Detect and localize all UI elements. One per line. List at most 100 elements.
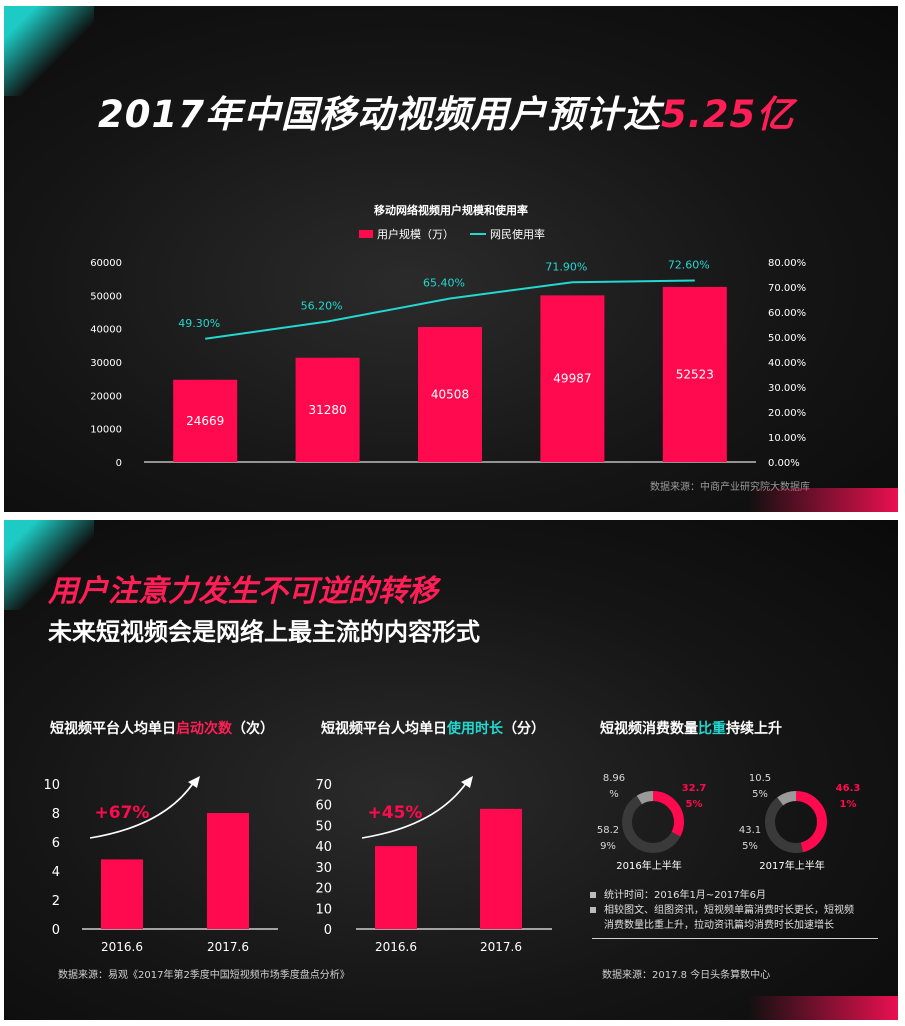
chart1-svg: 0 10000 20000 30000 40000 50000 60000 0.00% 10.0…: [90, 258, 806, 469]
line-value-label: 56.20%: [301, 300, 343, 313]
chart3-title-b: 使用时长: [447, 721, 503, 737]
bar: [540, 295, 605, 462]
legend-swatch-line: [470, 233, 486, 235]
bullet-icon: [590, 892, 596, 898]
line-value-label: 65.40%: [423, 277, 465, 290]
y2-tick-label: 0.00%: [768, 458, 800, 469]
legend-item-bars: 用户规模（万）: [359, 226, 454, 242]
growth-label: +45%: [368, 803, 423, 823]
notes-list: 统计时间：2016年1月~2017年6月 相较图文、组图资讯，短视频单篇消费时长…: [590, 888, 860, 933]
bar: [295, 357, 360, 462]
y-tick-label: 10000: [90, 425, 122, 436]
legend-label-line: 网民使用率: [490, 228, 545, 241]
donut-value-label: %: [609, 789, 619, 800]
bar-value-label: 49987: [553, 372, 591, 386]
chart1-legend: 用户规模（万） 网民使用率: [359, 226, 545, 242]
panel2-svg: 0 2 4 6 8 10 2016.6 2017.6 +67% 0 10 20 30 40 50 60 70 20…: [43, 773, 861, 954]
y-tick-label: 6: [52, 836, 60, 851]
donut-value-label: 9%: [600, 841, 616, 852]
y-tick-label: 60000: [90, 258, 122, 269]
bar: [375, 846, 417, 929]
donut-value-label: 43.1: [739, 825, 761, 836]
line-value-label: 72.60%: [668, 259, 710, 272]
bar-value-label: 24669: [186, 414, 224, 428]
panel1-source: 数据来源：中商产业研究院大数据库: [650, 482, 810, 493]
panel1-title: 2017年中国移动视频用户预计达5.25亿: [98, 84, 794, 138]
y-tick-label: 50: [315, 819, 332, 834]
source-right: 数据来源：2017.8 今日头条算数中心: [602, 970, 771, 981]
bar-value-label: 31280: [309, 403, 347, 417]
x-tick-label: 2016.6: [101, 940, 143, 954]
divider: [592, 938, 878, 939]
donut-value-label: 46.3: [836, 783, 861, 794]
y2-tick-label: 40.00%: [768, 358, 806, 369]
donut-value-label: 5%: [752, 789, 768, 800]
y-tick-label: 40000: [90, 325, 122, 336]
chart2-title-a: 短视频平台人均单日: [50, 721, 176, 737]
y-tick-label: 0: [116, 458, 122, 469]
y-tick-label: 30000: [90, 358, 122, 369]
growth-arrow-icon: [89, 781, 195, 839]
y2-tick-label: 10.00%: [768, 433, 806, 444]
donut-value-label: 32.7: [682, 783, 707, 794]
x-tick-label: 2016.6: [375, 940, 417, 954]
y-tick-label: 50000: [90, 291, 122, 302]
donut-section-title: 短视频消费数量比重持续上升: [600, 718, 782, 738]
note-item: 统计时间：2016年1月~2017年6月: [590, 888, 860, 903]
donut-caption: 2017年上半年: [759, 859, 824, 872]
y2-tick-label: 80.00%: [768, 258, 806, 269]
donut-value-label: 8.96: [603, 773, 625, 784]
note-item: 相较图文、组图资讯，短视频单篇消费时长更长，短视频消费数量比重上升，拉动资讯篇均…: [590, 903, 860, 933]
note-text: 统计时间：2016年1月~2017年6月: [604, 890, 767, 901]
donut-value-label: 5%: [742, 841, 758, 852]
donut-slice: [765, 791, 827, 853]
legend-swatch-bar: [359, 230, 373, 238]
arrowhead-icon: [461, 776, 473, 788]
donut-title-c: 持续上升: [726, 721, 782, 737]
y-tick-label: 4: [52, 865, 60, 880]
bar-value-label: 52523: [676, 367, 714, 381]
headline-mainstream: 未来短视频会是网络上最主流的内容形式: [48, 618, 480, 646]
y-tick-label: 8: [52, 807, 60, 822]
donut-value-label: 1%: [840, 799, 857, 810]
line-series-usage: [205, 279, 695, 340]
y-tick-label: 60: [315, 799, 332, 814]
arrowhead-icon: [188, 776, 200, 788]
y-tick-label: 0: [52, 923, 60, 938]
y2-tick-label: 30.00%: [768, 383, 806, 394]
y-tick-label: 20000: [90, 391, 122, 402]
legend-item-line: 网民使用率: [470, 226, 545, 242]
y-tick-label: 10: [315, 902, 332, 917]
donut-slice: [622, 791, 684, 853]
y-tick-label: 0: [324, 923, 332, 938]
y-tick-label: 10: [43, 778, 60, 793]
bar: [418, 326, 482, 462]
donut-value-label: 10.5: [749, 773, 771, 784]
y2-tick-label: 60.00%: [768, 308, 806, 319]
bullet-icon: [590, 907, 596, 913]
bar: [173, 379, 238, 462]
chart2-title-c: （次）: [232, 721, 274, 737]
growth-arrow-icon: [361, 781, 468, 839]
donut-value-label: 5%: [686, 799, 703, 810]
y-tick-label: 2: [52, 894, 60, 909]
chart2-title-b: 启动次数: [176, 721, 232, 737]
y-tick-label: 40: [315, 840, 332, 855]
growth-label: +67%: [95, 803, 150, 823]
chart1-title: 移动网络视频用户规模和使用率: [374, 204, 528, 217]
y-tick-label: 20: [315, 882, 332, 897]
panel-attention-shift: 0 2 4 6 8 10 2016.6 2017.6 +67% 0 10 20 30 40 50 60 70 20…: [4, 520, 898, 1020]
headline-attention: 用户注意力发生不可逆的转移: [48, 574, 438, 609]
y-tick-label: 30: [315, 861, 332, 876]
chart3-title-a: 短视频平台人均单日: [321, 721, 447, 737]
bar: [480, 808, 522, 929]
bar: [101, 859, 143, 929]
line-value-label: 71.90%: [545, 260, 587, 273]
donut-title-a: 短视频消费数量: [600, 721, 698, 737]
donut-caption: 2016年上半年: [616, 859, 681, 872]
bar-value-label: 40508: [431, 387, 469, 401]
y2-tick-label: 50.00%: [768, 333, 806, 344]
donut-value-label: 58.2: [597, 825, 619, 836]
bar: [662, 286, 727, 462]
chart3-title: 短视频平台人均单日使用时长（分）: [321, 718, 545, 738]
